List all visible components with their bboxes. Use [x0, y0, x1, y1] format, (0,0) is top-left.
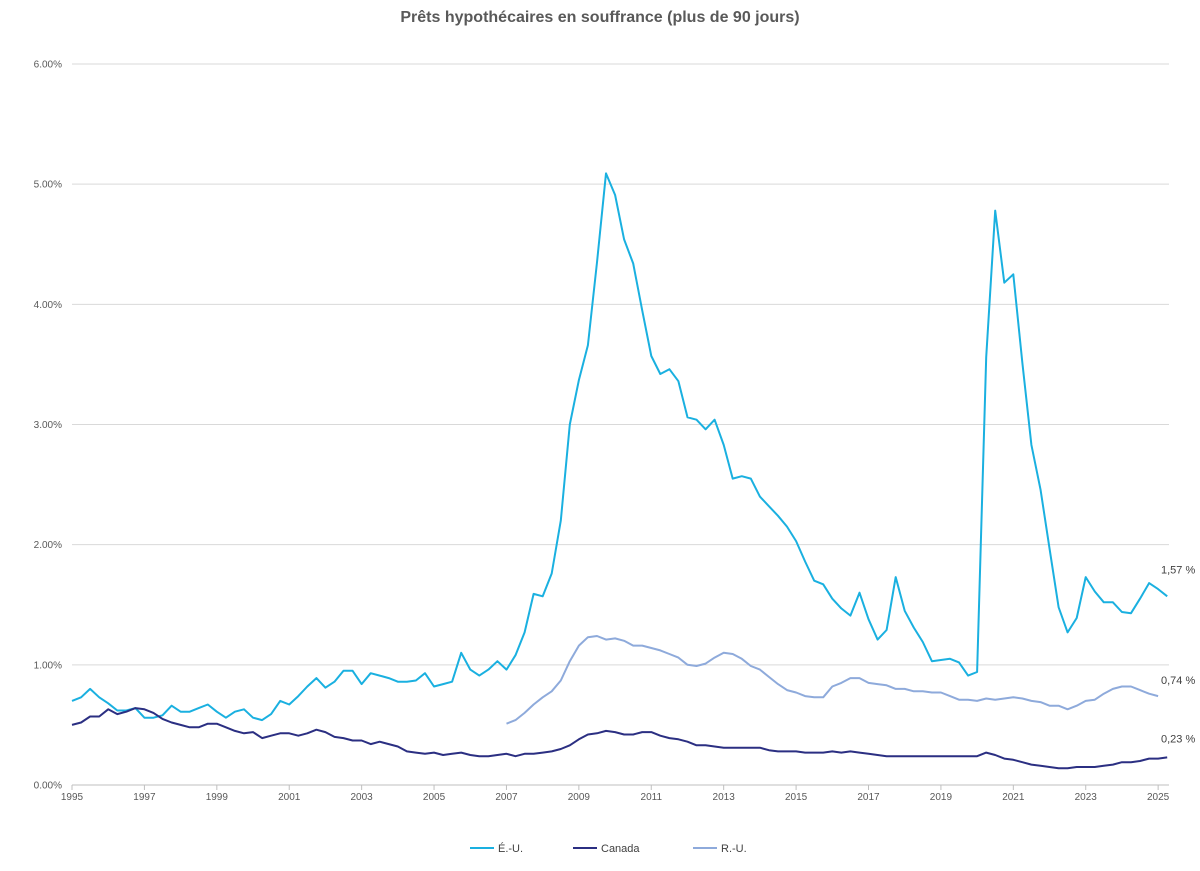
x-tick-label: 2001 [278, 792, 301, 803]
axes: 0.00% 1.00% 2.00% 3.00% 4.00% 5.00% 6.00% 1995 1… [34, 60, 1170, 804]
x-tick-label: 2005 [423, 792, 446, 803]
series-line-2 [506, 635, 1159, 725]
y-tick-label: 6.00% [34, 60, 62, 71]
x-tick-label: 1999 [206, 792, 229, 803]
y-tick-label: 5.00% [34, 180, 62, 191]
legend-label: Canada [601, 843, 640, 855]
x-tick-label: 2015 [785, 792, 808, 803]
y-tick-label: 2.00% [34, 540, 62, 551]
series-line-0 [71, 172, 1168, 722]
x-tick-label: 2011 [641, 792, 663, 803]
gridlines [72, 63, 1169, 666]
x-tick-label: 2023 [1075, 792, 1098, 803]
x-tick-label: 2009 [568, 792, 591, 803]
end-label-2: 0,74 % [1161, 675, 1195, 687]
end-label-1: 0,23 % [1161, 733, 1195, 745]
series-lines [71, 172, 1168, 770]
x-tick-label: 2007 [495, 792, 518, 803]
x-tick-label: 2013 [713, 792, 736, 803]
y-tick-label: 4.00% [34, 300, 62, 311]
x-tick-label: 2021 [1002, 792, 1025, 803]
legend-label: É.-U. [498, 842, 523, 855]
y-tick-label: 3.00% [34, 420, 62, 431]
legend-label: R.-U. [721, 843, 747, 855]
end-label-0: 1,57 % [1161, 564, 1195, 576]
x-tick-label: 2019 [930, 792, 953, 803]
series-line-1 [71, 707, 1168, 770]
x-tick-label: 2003 [351, 792, 374, 803]
x-tick-label: 2017 [857, 792, 880, 803]
x-tick-label: 1995 [61, 792, 84, 803]
end-labels: 1,57 % 0,23 % 0,74 % [1161, 564, 1195, 745]
x-tick-label: 1997 [133, 792, 156, 803]
y-tick-label: 1.00% [34, 660, 62, 671]
chart-title: Prêts hypothécaires en souffrance (plus … [400, 9, 800, 26]
y-tick-label: 0.00% [34, 781, 62, 792]
legend: É.-U. Canada R.-U. [470, 842, 747, 855]
x-tick-label: 2025 [1147, 792, 1170, 803]
